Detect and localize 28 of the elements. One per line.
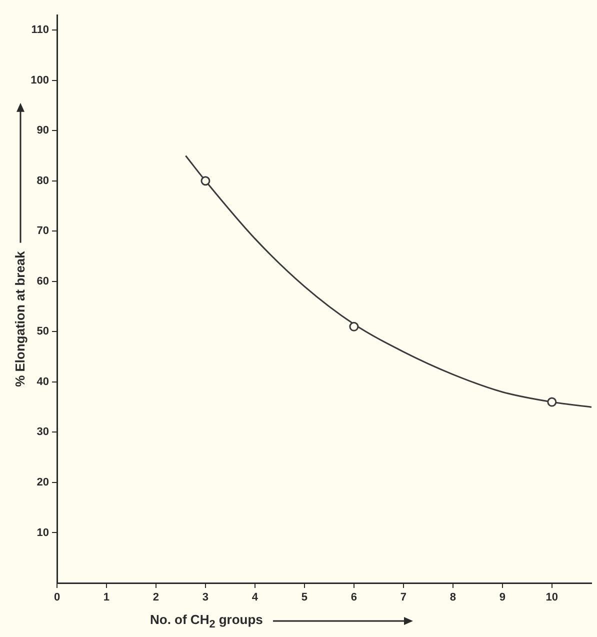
x-tick-label: 6 xyxy=(350,592,358,604)
x-tick-label: 1 xyxy=(103,592,110,604)
y-tick-label: 80 xyxy=(36,174,49,187)
line-series xyxy=(184,154,592,408)
x-tick-label: 8 xyxy=(450,592,456,604)
point xyxy=(547,397,557,407)
y-tick-label: 50 xyxy=(36,326,49,338)
y-tick-label: 100 xyxy=(30,74,49,86)
y-tick-label: 30 xyxy=(36,426,49,438)
x-tick-label: 9 xyxy=(499,592,506,604)
point xyxy=(200,176,210,186)
y-tick-label: 60 xyxy=(36,275,49,288)
y-axis-title: % Elongation at break xyxy=(12,251,28,387)
x-tick-label: 10 xyxy=(546,592,558,604)
x-tick-label: 7 xyxy=(400,592,406,604)
y-tick-label: 10 xyxy=(36,526,49,539)
x-tick-label: 2 xyxy=(152,592,160,604)
y-tick-label: 20 xyxy=(36,476,49,488)
x-tick-label: 5 xyxy=(301,592,308,604)
x-tick-label: 3 xyxy=(202,592,209,604)
point xyxy=(349,322,359,332)
x-axis-title: No. of CH$_{2}$ groups xyxy=(150,612,263,631)
y-tick-label: 40 xyxy=(36,376,49,388)
y-tick-label: 90 xyxy=(36,124,49,137)
x-tick-label: 4 xyxy=(252,592,259,604)
y-tick-label: 110 xyxy=(31,24,49,36)
x-tick-label: 0 xyxy=(54,592,60,604)
y-tick-label: 70 xyxy=(36,225,49,238)
